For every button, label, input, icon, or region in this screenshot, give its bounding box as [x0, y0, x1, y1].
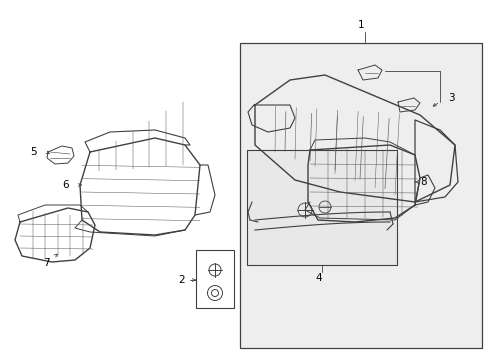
Text: 3: 3: [448, 93, 455, 103]
Text: 5: 5: [30, 147, 37, 157]
Bar: [247, 150, 397, 265]
Text: 1: 1: [358, 20, 365, 30]
Text: 8: 8: [420, 177, 427, 187]
Text: 2: 2: [178, 275, 185, 285]
Bar: [240, 43, 482, 348]
Text: 4: 4: [315, 273, 321, 283]
Text: 6: 6: [62, 180, 69, 190]
Bar: [196, 250, 234, 308]
Text: 7: 7: [43, 258, 49, 268]
